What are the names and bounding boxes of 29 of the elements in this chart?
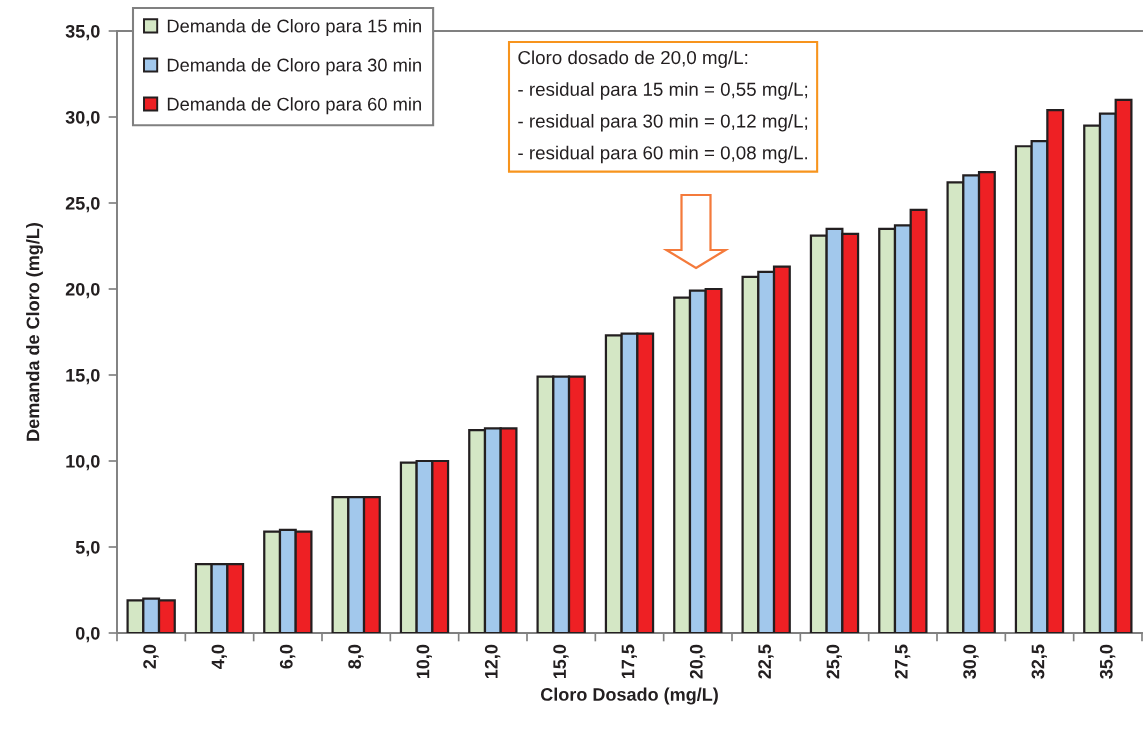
y-tick-label: 20,0 <box>65 282 100 299</box>
y-tick-label: 10,0 <box>66 454 100 471</box>
y-tick-label: 15,0 <box>66 368 100 385</box>
legend-label: Demanda de Cloro para 60 min <box>167 97 421 115</box>
x-tick-label: 25,0 <box>826 644 842 679</box>
x-tick-label: 6,0 <box>279 644 296 669</box>
x-tick-label: 8,0 <box>348 644 364 669</box>
x-tick-label: 2,0 <box>143 644 159 669</box>
y-tick-label: 5,0 <box>75 540 100 557</box>
x-tick-label: 35,0 <box>1099 644 1116 679</box>
x-tick-label: 15,0 <box>553 644 569 679</box>
y-tick-label: 0,0 <box>75 626 100 643</box>
x-tick-label: 10,0 <box>416 644 432 679</box>
x-tick-label: 30,0 <box>963 644 979 679</box>
x-tick-label: 17,5 <box>621 644 637 679</box>
legend-label: Demanda de Cloro para 15 min <box>167 19 421 37</box>
x-axis-title: Cloro Dosado (mg/L) <box>540 687 718 705</box>
x-tick-label: 12,0 <box>484 644 501 679</box>
x-tick-label: 32,5 <box>1031 644 1047 679</box>
x-tick-label: 20,0 <box>689 644 706 679</box>
y-tick-label: 35,0 <box>65 24 100 41</box>
x-tick-label: 22,5 <box>758 644 774 679</box>
legend-label: Demanda de Cloro para 30 min <box>167 58 421 76</box>
y-axis-title: Demanda de Cloro (mg/L) <box>26 223 43 441</box>
y-tick-label: 25,0 <box>65 196 100 213</box>
annotation: Cloro dosado de 20,0 mg/L: - residual para 15 min = 0,55 mg/L; - residual para 30 min = 0,12 mg/L; - residual para 60 min = 0,08 mg/L. <box>518 50 808 164</box>
x-tick-label: 4,0 <box>211 644 227 669</box>
x-tick-label: 27,5 <box>894 644 911 679</box>
y-tick-label: 30,0 <box>65 110 100 127</box>
